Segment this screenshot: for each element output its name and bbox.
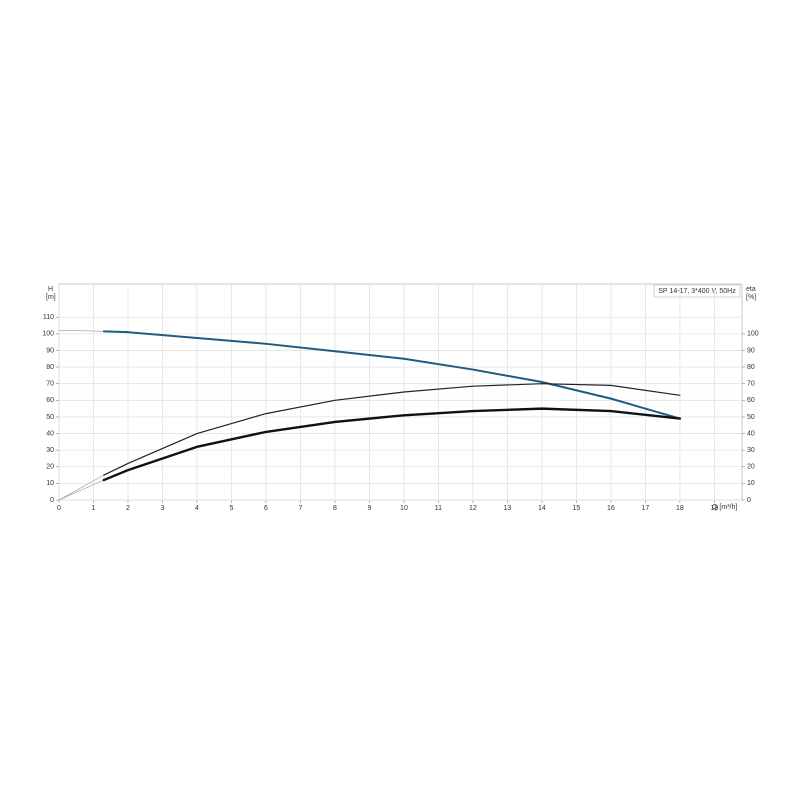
chart-title: SP 14-17, 3*400 V, 50Hz <box>658 288 736 295</box>
y2-tick-label: 60 <box>747 397 755 404</box>
x-tick-label: 11 <box>435 505 442 512</box>
y2-tick-label: 40 <box>747 430 755 437</box>
x-tick-label: 6 <box>264 505 268 512</box>
y-label: H <box>48 286 53 293</box>
y2-tick-label: 20 <box>747 464 755 471</box>
x-tick-label: 17 <box>642 505 650 512</box>
x-tick-label: 19 <box>711 505 719 512</box>
x-tick-label: 13 <box>504 505 512 512</box>
curve <box>102 407 682 482</box>
y-tick-label: 40 <box>46 430 54 437</box>
curve <box>103 383 681 476</box>
y-tick-label: 0 <box>50 497 54 504</box>
x-tick-label: 1 <box>92 505 96 512</box>
y-tick-label: 60 <box>46 397 54 404</box>
x-tick-label: 4 <box>195 505 199 512</box>
y2-tick-label: 80 <box>747 364 755 371</box>
x-tick-label: 2 <box>126 505 130 512</box>
x-tick-label: 5 <box>230 505 234 512</box>
x-tick-label: 10 <box>400 505 408 512</box>
y2-label: eta <box>746 286 756 293</box>
x-tick-label: 8 <box>333 505 337 512</box>
y2-tick-label: 100 <box>747 331 759 338</box>
y2-label: [%] <box>746 294 756 301</box>
y2-tick-label: 0 <box>747 497 751 504</box>
y-tick-label: 70 <box>46 381 54 388</box>
x-tick-label: 15 <box>573 505 581 512</box>
y-tick-label: 30 <box>46 447 54 454</box>
curve <box>58 330 105 332</box>
y2-tick-label: 30 <box>747 447 755 454</box>
y-tick-label: 100 <box>42 331 54 338</box>
y2-tick-label: 70 <box>747 381 755 388</box>
legend-box <box>653 284 741 298</box>
x-tick-label: 14 <box>538 505 546 512</box>
y2-tick-label: 50 <box>747 414 755 421</box>
curve <box>58 479 105 501</box>
x-tick-label: 12 <box>469 505 477 512</box>
y-tick-label: 50 <box>46 414 54 421</box>
y2-tick-label: 90 <box>747 347 755 354</box>
y-tick-label: 90 <box>46 347 54 354</box>
y2-tick-label: 10 <box>747 480 755 487</box>
curve <box>58 474 105 501</box>
x-tick-label: 9 <box>368 505 372 512</box>
curve <box>102 330 681 420</box>
x-tick-label: 16 <box>607 505 615 512</box>
x-tick-label: 18 <box>676 505 684 512</box>
y-tick-label: 110 <box>43 314 54 321</box>
x-tick-label: 3 <box>161 505 165 512</box>
y-tick-label: 10 <box>46 480 54 487</box>
y-label: [m] <box>46 294 56 301</box>
x-tick-label: 0 <box>57 505 61 512</box>
y-tick-label: 20 <box>46 464 54 471</box>
x-label: Q [m³/h] <box>712 504 737 511</box>
y-tick-label: 80 <box>46 364 54 371</box>
x-tick-label: 7 <box>299 505 303 512</box>
